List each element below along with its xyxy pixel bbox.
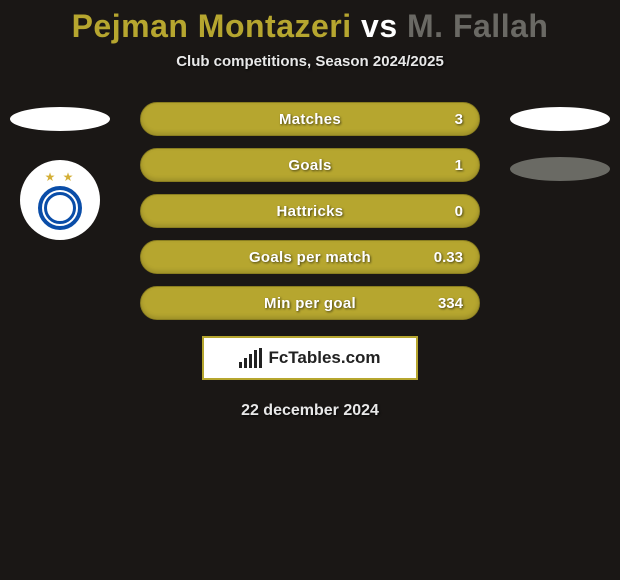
stat-label: Min per goal [264, 295, 356, 312]
subtitle: Club competitions, Season 2024/2025 [0, 53, 620, 70]
stat-label: Hattricks [277, 203, 344, 220]
stat-row-min-per-goal: Min per goal 334 [140, 286, 480, 320]
player2-photo-placeholder [510, 107, 610, 131]
brand-prefix: Fc [268, 348, 288, 367]
badge-rings-icon [38, 186, 82, 230]
brand-text: FcTables.com [268, 348, 380, 368]
stat-value: 0.33 [434, 249, 463, 266]
stat-row-hattricks: Hattricks 0 [140, 194, 480, 228]
bar-chart-icon [239, 348, 262, 368]
vs-word: vs [361, 8, 398, 44]
stat-label: Matches [279, 111, 341, 128]
player2-club-placeholder [510, 157, 610, 181]
stat-row-goals-per-match: Goals per match 0.33 [140, 240, 480, 274]
date-text: 22 december 2024 [0, 402, 620, 420]
stat-row-matches: Matches 3 [140, 102, 480, 136]
player1-club-badge: ★ ★ [20, 160, 100, 240]
comparison-card: Pejman Montazeri vs M. Fallah Club compe… [0, 0, 620, 420]
badge-stars-icon: ★ ★ [45, 170, 76, 184]
comparison-title: Pejman Montazeri vs M. Fallah [0, 8, 620, 45]
player2-name: M. Fallah [407, 8, 548, 44]
brand-attribution: FcTables.com [202, 336, 418, 380]
player1-name: Pejman Montazeri [72, 8, 352, 44]
player1-photo-placeholder [10, 107, 110, 131]
stat-label: Goals [288, 157, 331, 174]
stat-value: 334 [438, 295, 463, 312]
brand-rest: Tables.com [288, 348, 380, 367]
stat-row-goals: Goals 1 [140, 148, 480, 182]
stat-value: 0 [455, 203, 463, 220]
stat-label: Goals per match [249, 249, 371, 266]
stats-area: ★ ★ Matches 3 Goals 1 Hattricks 0 Goals … [0, 102, 620, 420]
stat-value: 1 [455, 157, 463, 174]
stat-value: 3 [455, 111, 463, 128]
